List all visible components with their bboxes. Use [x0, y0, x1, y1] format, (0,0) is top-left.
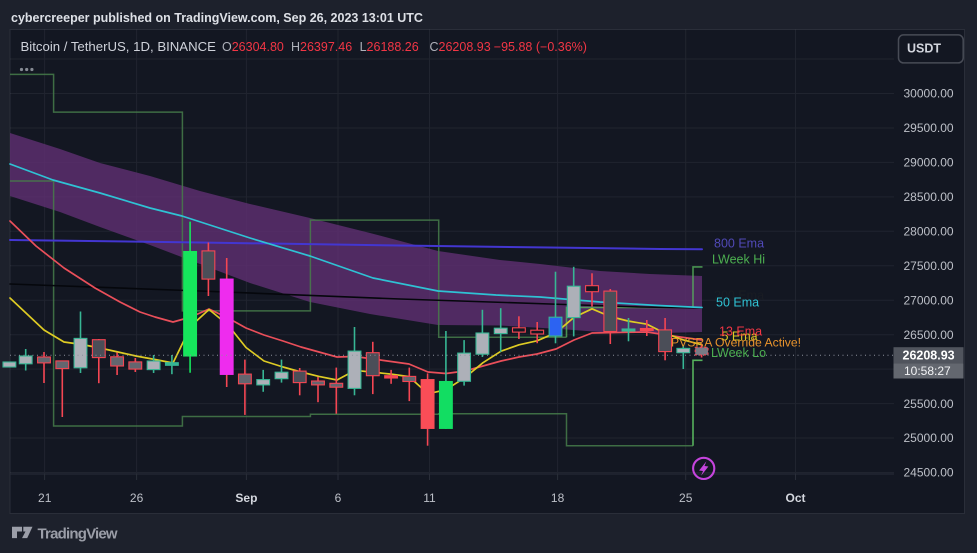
- svg-text:TradingView: TradingView: [38, 526, 118, 543]
- svg-text:5 Ema: 5 Ema: [722, 330, 758, 344]
- svg-text:28000.00: 28000.00: [904, 225, 954, 239]
- svg-text:27500.00: 27500.00: [904, 259, 954, 273]
- svg-text:26208.93: 26208.93: [903, 349, 955, 363]
- svg-text:Sep: Sep: [235, 491, 257, 505]
- svg-text:50 Ema: 50 Ema: [716, 296, 759, 310]
- svg-text:10:58:27: 10:58:27: [904, 364, 951, 378]
- svg-text:25000.00: 25000.00: [904, 431, 954, 445]
- svg-text:Bitcoin / TetherUS, 1D, BINANC: Bitcoin / TetherUS, 1D, BINANCE: [21, 39, 217, 54]
- svg-text:25: 25: [679, 491, 693, 505]
- svg-text:L26188.26: L26188.26: [360, 40, 419, 54]
- svg-text:LWeek Lo: LWeek Lo: [711, 346, 766, 360]
- svg-text:27000.00: 27000.00: [904, 293, 954, 307]
- svg-text:28500.00: 28500.00: [904, 190, 954, 204]
- svg-text:cybercreeper published on Trad: cybercreeper published on TradingView.co…: [11, 11, 423, 25]
- svg-text:PVSRA Override Active!: PVSRA Override Active!: [671, 336, 801, 350]
- svg-text:13 Ema: 13 Ema: [719, 325, 762, 339]
- svg-text:6: 6: [335, 491, 342, 505]
- svg-text:18: 18: [551, 491, 565, 505]
- svg-text:25500.00: 25500.00: [904, 397, 954, 411]
- svg-text:800 Ema: 800 Ema: [714, 237, 764, 251]
- svg-text:Oct: Oct: [785, 491, 805, 505]
- svg-text:11: 11: [423, 491, 436, 505]
- svg-text:29500.00: 29500.00: [904, 121, 954, 135]
- svg-text:26500.00: 26500.00: [904, 328, 954, 342]
- svg-text:29000.00: 29000.00: [904, 156, 954, 170]
- svg-text:21: 21: [38, 491, 52, 505]
- svg-text:30000.00: 30000.00: [904, 87, 954, 101]
- svg-text:C26208.93: C26208.93: [430, 40, 491, 54]
- svg-text:200 Ema: 200 Ema: [714, 289, 764, 303]
- svg-text:24500.00: 24500.00: [904, 466, 954, 480]
- svg-text:H26397.46: H26397.46: [291, 40, 352, 54]
- svg-text:−95.88 (−0.36%): −95.88 (−0.36%): [494, 40, 587, 54]
- svg-text:LWeek Hi: LWeek Hi: [712, 253, 765, 267]
- svg-text:O26304.80: O26304.80: [222, 40, 284, 54]
- svg-text:USDT: USDT: [907, 41, 941, 55]
- svg-text:26: 26: [130, 491, 144, 505]
